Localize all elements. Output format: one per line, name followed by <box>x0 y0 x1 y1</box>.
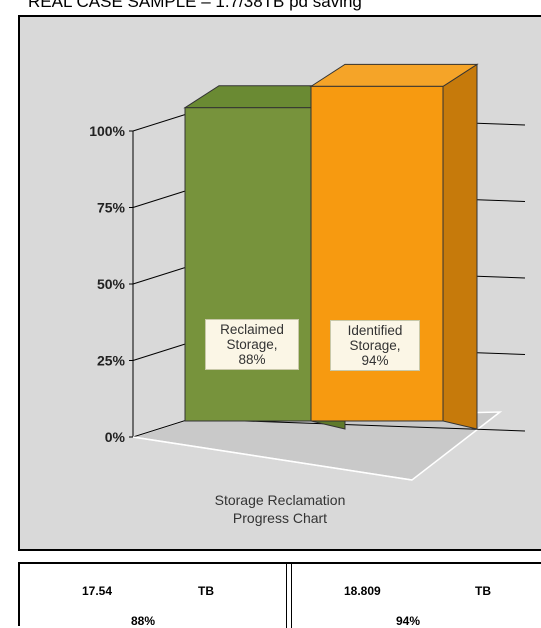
identified-tb-value: 18.809 <box>344 584 381 598</box>
identified-percent: 94% <box>396 614 421 628</box>
bar-reclaimed <box>184 107 312 422</box>
y-tick-label: 50% <box>97 276 126 292</box>
gridline-left <box>132 418 191 438</box>
bar-label-line: 94% <box>361 353 389 368</box>
summary-table: 17.54 TB 88% 18.809 TB 94% <box>18 562 541 628</box>
reclaimed-tb-value: 17.54 <box>82 584 113 598</box>
bar-label-line: 88% <box>238 352 266 367</box>
reclaimed-summary-cell: 17.54 TB 88% <box>20 564 286 628</box>
identified-summary-cell: 18.809 TB 94% <box>292 564 541 628</box>
caption-line: Storage Reclamation <box>214 492 346 508</box>
reclaimed-tb-unit: TB <box>198 584 214 598</box>
bar-side-1 <box>442 63 478 430</box>
y-tick-label: 100% <box>89 123 125 139</box>
y-tick-label: 25% <box>97 353 126 369</box>
y-tick-label: 0% <box>105 429 126 445</box>
storage-reclamation-chart: 0% 25% 50% 75% 100% <box>89 63 526 481</box>
bar-label-line: Reclaimed <box>220 322 284 337</box>
table-divider <box>286 564 292 628</box>
bar-label-line: Identified <box>347 323 403 338</box>
caption-line: Progress Chart <box>232 510 328 526</box>
gridline-left <box>132 189 191 208</box>
page-banner: REAL CASE SAMPLE – 1.7/38TB pd saving <box>28 0 362 11</box>
bar-label-identified: Identified Storage, 94% <box>330 320 420 371</box>
chart-caption: Storage Reclamation Progress Chart <box>170 491 390 527</box>
chart-panel: 0% 25% 50% 75% 100% Reclaimed Storage, 88% I… <box>18 15 541 551</box>
identified-tb-unit: TB <box>475 584 491 598</box>
gridline-left <box>132 265 191 285</box>
y-tick-label: 75% <box>97 200 126 216</box>
reclaimed-percent: 88% <box>131 614 156 628</box>
gridline-left <box>132 112 191 132</box>
bar-label-reclaimed: Reclaimed Storage, 88% <box>205 319 299 370</box>
floor-front-edge <box>132 436 413 481</box>
bar-label-line: Storage, <box>226 337 278 352</box>
bar-label-line: Storage, <box>349 338 401 353</box>
gridline-left <box>132 342 191 361</box>
